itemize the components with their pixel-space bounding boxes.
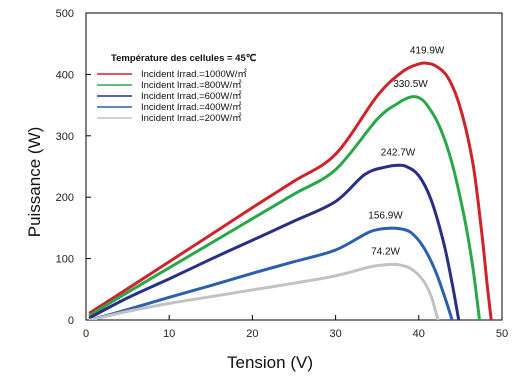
series-line (88, 226, 454, 320)
peak-value-label: 156.9W (368, 211, 403, 222)
series-line (88, 262, 440, 320)
peak-value-label: 74.2W (371, 247, 400, 258)
y-axis-title: Puissance (W) (25, 127, 44, 238)
plot-area-frame (85, 12, 503, 321)
peak-value-label: 242.7W (381, 147, 416, 158)
legend-label: Incident Irrad.=200W/㎡ (141, 113, 242, 124)
legend: Température des cellules = 45℃ Incident … (97, 53, 257, 124)
y-tick-label: 400 (56, 69, 74, 81)
peak-labels: 419.9W 330.5W 242.7W 156.9W 74.2W (368, 45, 445, 257)
series-line (88, 163, 461, 320)
legend-label: Incident Irrad.=600W/㎡ (141, 91, 242, 102)
x-tick-label: 10 (163, 328, 175, 340)
legend-label: Incident Irrad.=1000W/㎡ (141, 69, 247, 80)
y-tick-label: 200 (56, 192, 74, 204)
peak-value-label: 419.9W (410, 45, 445, 56)
x-tick-label: 20 (246, 328, 258, 340)
x-tick-label: 50 (496, 328, 508, 340)
series-line (88, 61, 493, 320)
x-tick-label: 0 (83, 328, 89, 340)
legend-title: Température des cellules = 45℃ (111, 53, 257, 64)
series-lines (88, 61, 493, 320)
y-tick-label: 500 (56, 8, 74, 20)
x-axis-title: Tension (V) (227, 353, 313, 372)
legend-label: Incident Irrad.=400W/㎡ (141, 102, 242, 113)
peak-value-label: 330.5W (393, 79, 428, 90)
x-tick-label: 30 (329, 328, 341, 340)
y-tick-label: 0 (68, 315, 74, 327)
x-tick-label: 40 (413, 328, 425, 340)
y-tick-label: 300 (56, 131, 74, 143)
series-line (88, 95, 481, 320)
y-tick-label: 100 (56, 254, 74, 266)
legend-label: Incident Irrad.=800W/㎡ (141, 80, 242, 91)
